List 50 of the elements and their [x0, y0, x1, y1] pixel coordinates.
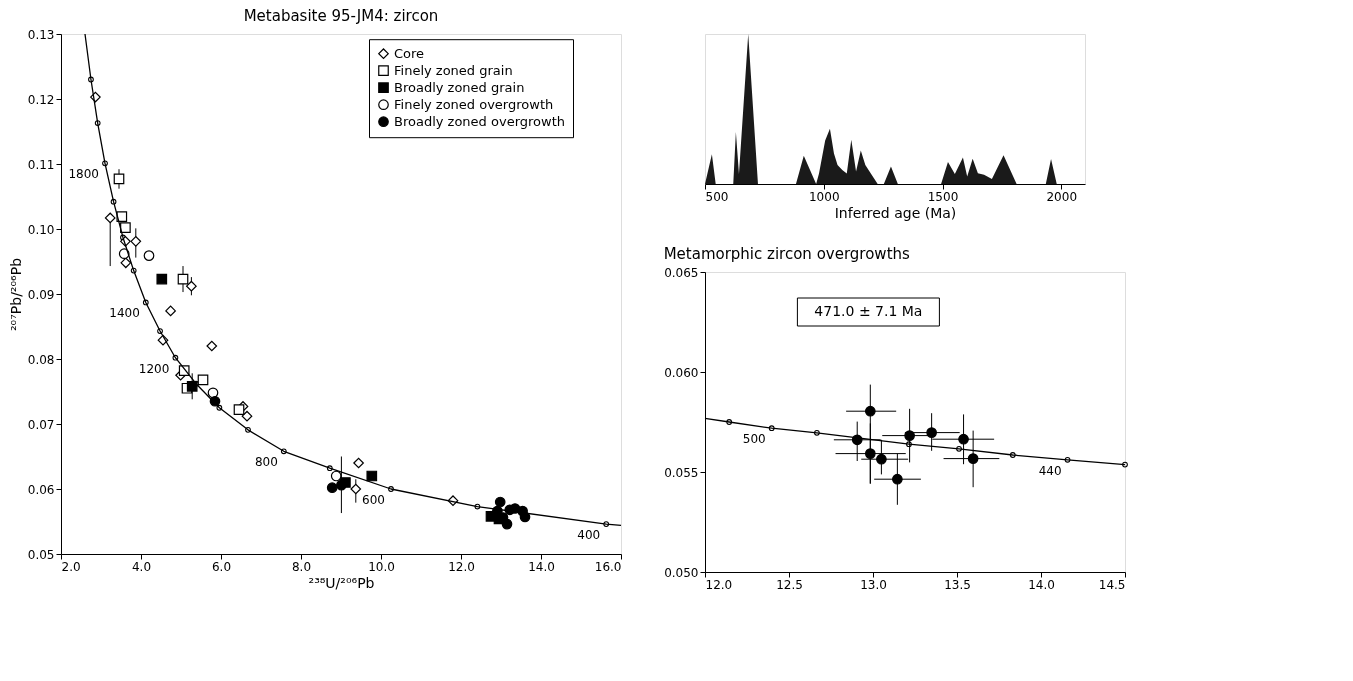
x-tick-label: 2000	[1046, 189, 1078, 204]
x-tick-label: 14.5	[1098, 577, 1126, 592]
x-tick-label: 8.0	[291, 559, 312, 574]
y-axis-title: ²⁰⁷Pb/²⁰⁶Pb	[7, 257, 24, 332]
y-tick-label: 0.065	[664, 265, 699, 280]
annotation: 1400	[109, 306, 140, 321]
y-tick-label: 0.060	[664, 365, 699, 380]
x-tick-label: 6.0	[211, 559, 232, 574]
x-tick-label: 14.0	[1028, 577, 1055, 592]
annotation: 471.0 ± 7.1 Ma	[814, 303, 923, 319]
legend-label: Core	[394, 45, 425, 61]
y-tick-label: 0.08	[27, 352, 55, 367]
legend-label: Broadly zoned overgrowth	[394, 113, 565, 129]
annotation: 800	[254, 455, 278, 470]
x-axis-title: ²³⁸U/²⁰⁶Pb	[308, 574, 375, 591]
legend-label: Finely zoned grain	[394, 62, 513, 78]
chart-title: Metamorphic zircon overgrowths	[663, 245, 911, 263]
y-tick-label: 0.05	[27, 547, 55, 562]
chart-title: Metabasite 95-JM4: zircon	[243, 7, 439, 25]
x-tick-label: 1500	[927, 189, 959, 204]
legend-label: Finely zoned overgrowth	[394, 96, 554, 112]
y-tick-label: 0.06	[27, 482, 55, 497]
x-tick-label: 10.0	[368, 559, 395, 574]
annotation: 400	[577, 528, 601, 543]
annotation: 500	[742, 432, 766, 447]
x-tick-label: 12.0	[448, 559, 475, 574]
y-tick-label: 0.12	[27, 92, 55, 107]
x-tick-label: 2.0	[61, 559, 81, 574]
annotation: 1200	[138, 361, 170, 376]
x-axis-title: Inferred age (Ma)	[834, 204, 957, 221]
y-tick-label: 0.11	[27, 157, 55, 172]
x-tick-label: 1000	[808, 189, 840, 204]
y-tick-label: 0.055	[664, 465, 699, 480]
x-tick-label: 14.0	[528, 559, 555, 574]
x-tick-label: 12.0	[705, 577, 733, 592]
y-tick-label: 0.050	[664, 565, 699, 580]
x-tick-label: 500	[705, 189, 729, 204]
x-tick-label: 13.0	[860, 577, 887, 592]
x-tick-label: 12.5	[776, 577, 803, 592]
y-tick-label: 0.13	[27, 27, 55, 42]
y-tick-label: 0.09	[27, 287, 55, 302]
y-tick-label: 0.10	[27, 222, 55, 237]
x-tick-label: 16.0	[594, 559, 622, 574]
x-tick-label: 13.5	[944, 577, 971, 592]
y-tick-label: 0.07	[27, 417, 55, 432]
annotation: 440	[1038, 463, 1062, 478]
legend-label: Broadly zoned grain	[394, 79, 525, 95]
annotation: 600	[362, 493, 385, 507]
x-tick-label: 4.0	[131, 559, 152, 574]
annotation: 1800	[68, 167, 99, 182]
